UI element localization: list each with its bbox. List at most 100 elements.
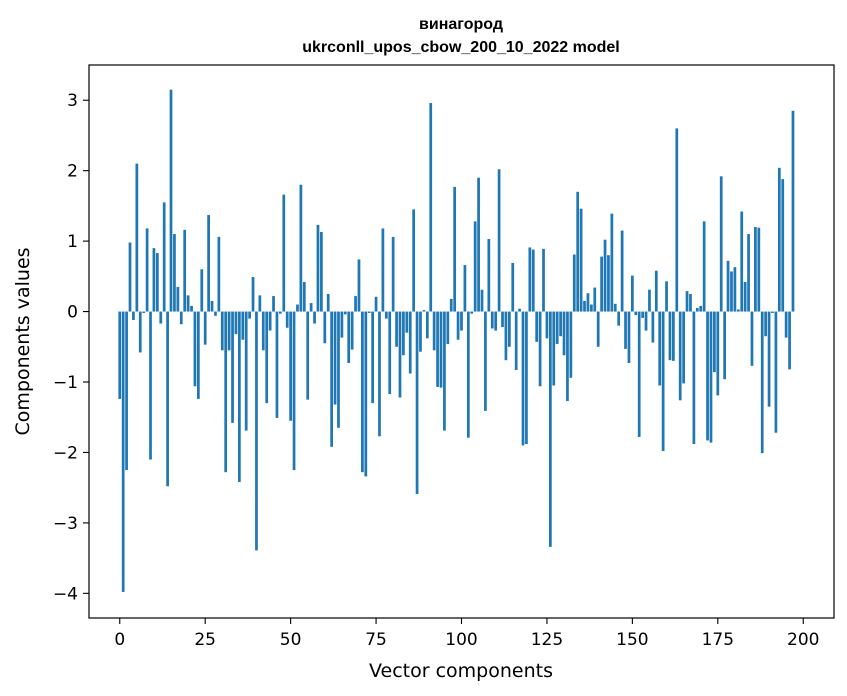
bar-component-65 [340,311,344,338]
bar-component-78 [384,311,388,319]
bar-component-158 [658,311,662,386]
bar-component-61 [326,293,330,312]
bar-component-31 [224,311,228,473]
bar-component-69 [354,296,357,312]
bar-component-13 [162,202,166,312]
bar-component-104 [473,221,477,312]
bar-component-196 [788,311,791,370]
bar-component-16 [173,234,176,312]
bar-component-142 [603,239,607,312]
bar-component-160 [665,281,668,312]
bar-component-130 [562,311,566,356]
bar-component-42 [261,311,265,351]
bar-component-21 [190,305,193,312]
chart-title-line-1: винагород [419,16,503,33]
bar-component-149 [627,311,631,363]
bar-component-22 [193,311,197,387]
bar-component-11 [155,253,159,312]
bar-series [118,89,795,592]
bar-component-176 [719,176,723,312]
bar-component-9 [149,311,152,460]
bar-component-89 [422,310,426,312]
bar-component-19 [183,229,187,312]
bar-component-148 [624,311,627,349]
bar-component-191 [771,311,774,313]
bar-component-77 [381,228,385,312]
bar-component-62 [330,311,333,447]
bar-component-197 [791,110,795,312]
bar-component-154 [644,311,648,331]
y-axis-label: Components values [12,247,34,435]
bar-component-163 [675,128,679,312]
bar-component-34 [234,311,238,335]
bar-component-79 [388,311,392,394]
bar-component-132 [569,311,573,378]
bar-component-14 [166,311,169,487]
y-tick-label: −4 [53,584,78,604]
bar-component-7 [142,311,146,313]
bar-component-141 [600,256,603,312]
bar-component-185 [750,311,754,366]
bar-component-8 [145,228,149,312]
bar-component-181 [736,309,740,312]
bar-component-95 [443,311,446,431]
x-tick-label: 75 [365,630,387,650]
y-axis-ticks: −4 −3 −2 −1 0 1 2 3 [53,91,89,604]
bar-component-122 [535,311,539,342]
bar-component-2 [125,311,128,471]
bar-component-45 [272,296,275,312]
bar-component-43 [265,311,269,404]
bar-component-41 [258,295,262,312]
bar-component-58 [316,224,320,312]
bar-component-118 [521,311,525,446]
bar-component-143 [607,255,610,312]
bar-component-195 [784,311,788,338]
bar-component-192 [774,311,778,433]
bar-component-179 [730,271,733,312]
bar-component-40 [255,311,258,551]
bar-component-1 [121,311,125,592]
bar-component-32 [227,311,231,351]
bar-component-20 [186,295,190,312]
bar-component-103 [470,311,474,314]
bar-component-27 [210,300,214,312]
bar-component-145 [613,303,617,312]
bar-component-136 [583,300,586,312]
bar-component-33 [231,311,234,423]
bar-component-114 [507,311,511,347]
y-tick-label: −2 [53,443,78,463]
bar-component-75 [374,296,378,312]
bar-component-166 [685,291,689,312]
bar-component-178 [726,260,730,312]
bar-component-189 [764,311,768,337]
bar-component-187 [757,227,761,312]
bar-component-131 [566,311,569,402]
bar-component-35 [238,311,241,483]
x-tick-label: 100 [445,630,477,650]
bar-component-67 [347,311,351,363]
bar-component-167 [689,293,692,312]
bar-component-182 [740,211,744,312]
bar-component-57 [313,311,316,324]
y-tick-label: 1 [67,232,78,252]
bar-component-28 [214,311,217,316]
bar-component-164 [678,311,682,401]
bar-component-156 [651,311,655,343]
bar-component-152 [637,311,641,437]
bar-component-36 [241,311,245,340]
x-tick-label: 200 [787,630,819,650]
bar-component-3 [128,242,132,312]
bar-component-155 [648,289,651,312]
bar-component-70 [357,259,361,312]
bar-component-108 [487,239,491,312]
bar-component-151 [634,311,638,316]
y-tick-label: 0 [67,303,78,323]
bar-component-64 [337,311,340,428]
bar-component-29 [217,236,221,312]
bar-component-175 [716,311,720,396]
bar-component-184 [747,234,750,312]
y-tick-label: −1 [53,373,78,393]
bar-component-48 [282,194,286,312]
bar-component-188 [760,311,764,454]
bar-component-6 [138,311,142,353]
